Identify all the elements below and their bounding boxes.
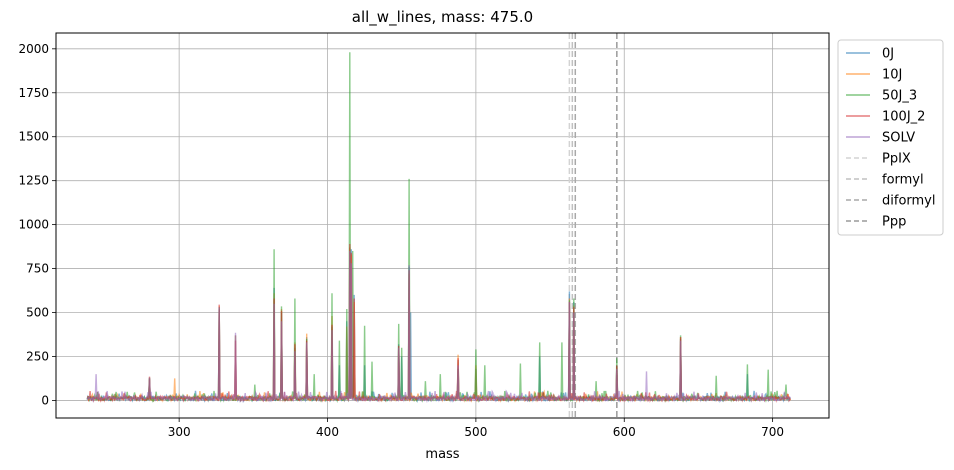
y-tick-label: 1250	[18, 174, 49, 188]
y-tick-label: 1750	[18, 86, 49, 100]
y-tick-label: 750	[26, 262, 49, 276]
x-axis-label: mass	[425, 447, 459, 462]
legend-label: Ppp	[882, 215, 906, 230]
x-tick-label: 600	[613, 425, 636, 439]
legend-entry: formyl	[846, 173, 924, 188]
series-line-10j	[86, 247, 792, 403]
y-tick-label: 1000	[18, 218, 49, 232]
legend-label: diformyl	[882, 194, 935, 209]
series-line-50j_3	[86, 52, 791, 404]
series-line-0j	[86, 249, 791, 404]
legend-label: 0J	[882, 47, 894, 62]
y-tick-label: 1500	[18, 130, 49, 144]
grid	[56, 33, 829, 418]
legend-entry: 100J_2	[846, 110, 925, 125]
legend-entry: SOLV	[846, 131, 915, 146]
chart-title: all_w_lines, mass: 475.0	[352, 8, 533, 27]
y-tick-label: 0	[41, 393, 49, 407]
legend-entry: PpIX	[846, 152, 911, 167]
x-tick-label: 500	[464, 425, 487, 439]
legend-label: 50J_3	[882, 89, 917, 104]
legend-label: PpIX	[882, 152, 911, 167]
legend-box	[837, 39, 944, 236]
x-tick-label: 300	[168, 425, 191, 439]
axis-ticks: 300 400 500 600 700 0 250 500 750 1000 1250 1500 175…	[18, 42, 784, 439]
y-tick-label: 500	[26, 306, 49, 320]
legend-label: formyl	[882, 173, 924, 188]
legend-entry: diformyl	[846, 194, 935, 209]
x-tick-label: 700	[761, 425, 784, 439]
legend-entry: Ppp	[846, 215, 906, 230]
legend-entry: 0J	[846, 47, 894, 62]
y-tick-label: 2000	[18, 42, 49, 56]
legend-entry: 50J_3	[846, 89, 917, 104]
series-lines	[86, 52, 792, 404]
legend-label: 100J_2	[882, 110, 925, 125]
reference-lines	[568, 33, 618, 418]
series-line-100j_2	[87, 243, 792, 404]
legend-label: 10J	[882, 68, 902, 83]
legend-entry: 10J	[846, 68, 902, 83]
y-tick-label: 250	[26, 349, 49, 363]
legend: 0J 10J 50J_3 100J_2 SOLV PpIX formyl diformyl Pp…	[837, 39, 944, 236]
x-tick-label: 400	[316, 425, 339, 439]
series-line-solv	[86, 250, 792, 404]
plot-frame	[55, 32, 830, 419]
legend-label: SOLV	[882, 131, 915, 146]
